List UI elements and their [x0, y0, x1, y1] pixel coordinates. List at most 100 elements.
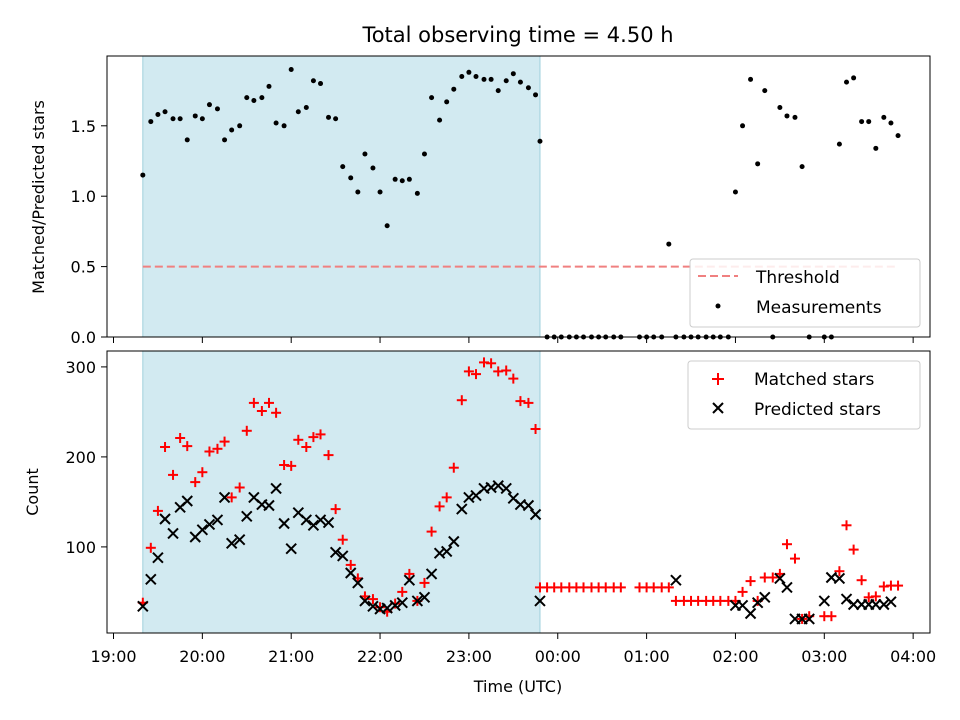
cross-b [181, 495, 193, 507]
predicted-star-point [300, 514, 313, 526]
matched-star-point [286, 460, 297, 471]
count-y-axis-ticks: 100 200 300 [65, 358, 107, 557]
matched-star-point [219, 436, 230, 447]
cross-b [448, 535, 460, 548]
cross-b [152, 551, 164, 564]
predicted-star-point [818, 595, 831, 607]
predicted-star-point [774, 572, 786, 585]
predicted-star-point [314, 514, 327, 526]
matched-star-point [160, 442, 171, 452]
cross-b [878, 598, 890, 611]
cross-b [751, 596, 764, 609]
cross-b [507, 492, 520, 505]
measurement-point [762, 88, 768, 94]
measurement-point [414, 190, 420, 196]
predicted-star-point [337, 550, 349, 562]
measurement-point [214, 106, 220, 112]
measurement-point [244, 95, 250, 101]
measurement-point [481, 76, 487, 82]
predicted-star-point [448, 535, 460, 548]
cross-b [307, 519, 320, 532]
matched-star-point [789, 553, 800, 564]
cross-b [285, 542, 297, 555]
count-legend: Matched stars Predicted stars [687, 360, 921, 430]
measurement-point [748, 76, 754, 82]
measurement-point [844, 79, 850, 85]
matched-star-point [737, 586, 748, 597]
matched-star-point [856, 575, 867, 586]
cross-b [534, 595, 546, 607]
measurement-point [873, 145, 879, 151]
predicted-star-point [885, 596, 897, 608]
matched-star-point [367, 594, 378, 605]
measurement-point [792, 114, 798, 120]
cross-b [500, 482, 512, 495]
matched-star-point [337, 534, 348, 545]
legend-measurements-swatch [715, 303, 721, 309]
predicted-star-point [456, 503, 468, 515]
cross-b [463, 491, 475, 504]
matched-star-point [301, 442, 312, 452]
cross-b [278, 517, 290, 530]
cross-b [759, 591, 771, 604]
predicted-star-point [359, 595, 371, 607]
predicted-star-point [329, 546, 342, 559]
measurement-point [503, 78, 509, 84]
measurement-point [362, 151, 368, 157]
predicted-star-point [322, 516, 335, 529]
measurement-point [495, 88, 501, 94]
measurement-point [421, 151, 427, 157]
x-tick-label: 22:00 [357, 647, 403, 666]
measurement-point [370, 165, 376, 171]
matched-star-point [834, 566, 845, 577]
predicted-star-point [270, 482, 282, 495]
matched-star-point [175, 433, 186, 443]
predicted-star-point [389, 599, 401, 612]
cross-b [389, 599, 401, 612]
measurement-point [525, 85, 531, 91]
ratio-x-axis-ticks [113, 337, 914, 343]
predicted-star-point [181, 495, 193, 507]
cross-b [774, 572, 786, 585]
cross-b [167, 527, 179, 540]
cross-b [337, 550, 349, 562]
predicted-star-point [840, 593, 853, 605]
predicted-star-point [196, 524, 209, 536]
measurement-point [784, 113, 790, 119]
measurement-point [399, 178, 405, 184]
matched-star-point [615, 582, 626, 593]
measurement-point [140, 172, 146, 178]
measurement-point [510, 71, 516, 77]
measurement-point [740, 123, 746, 129]
matched-star-point [508, 373, 519, 384]
matched-star-point [345, 559, 356, 570]
predicted-star-point [352, 577, 364, 589]
measurement-point [451, 86, 457, 92]
matched-star-point [315, 429, 326, 440]
count-y-axis-label: Count [23, 468, 42, 516]
predicted-star-point [529, 508, 542, 521]
legend-threshold-label: Threshold [755, 268, 840, 288]
measurement-point [384, 223, 390, 229]
x-tick-label: 23:00 [446, 647, 492, 666]
matched-star-point [182, 441, 193, 452]
cross-b [418, 591, 431, 604]
predicted-star-point [744, 607, 757, 620]
matched-star-point [463, 366, 474, 377]
measurement-point [732, 189, 738, 195]
x-tick-label: 00:00 [535, 647, 581, 666]
measurement-point [488, 76, 494, 82]
cross-b [263, 499, 275, 512]
matched-star-point [745, 576, 756, 587]
cross-b [440, 545, 453, 558]
count-panel-frame [106, 350, 931, 634]
y-tick-label: 300 [65, 358, 96, 377]
matched-star-point [441, 492, 452, 503]
cross-b [403, 574, 416, 586]
measurement-point [466, 69, 472, 75]
y-tick-label: 0.5 [71, 258, 96, 277]
measurement-point [406, 176, 412, 182]
matched-star-point [190, 477, 201, 488]
cross-b [145, 573, 157, 586]
measurement-point [229, 127, 235, 133]
